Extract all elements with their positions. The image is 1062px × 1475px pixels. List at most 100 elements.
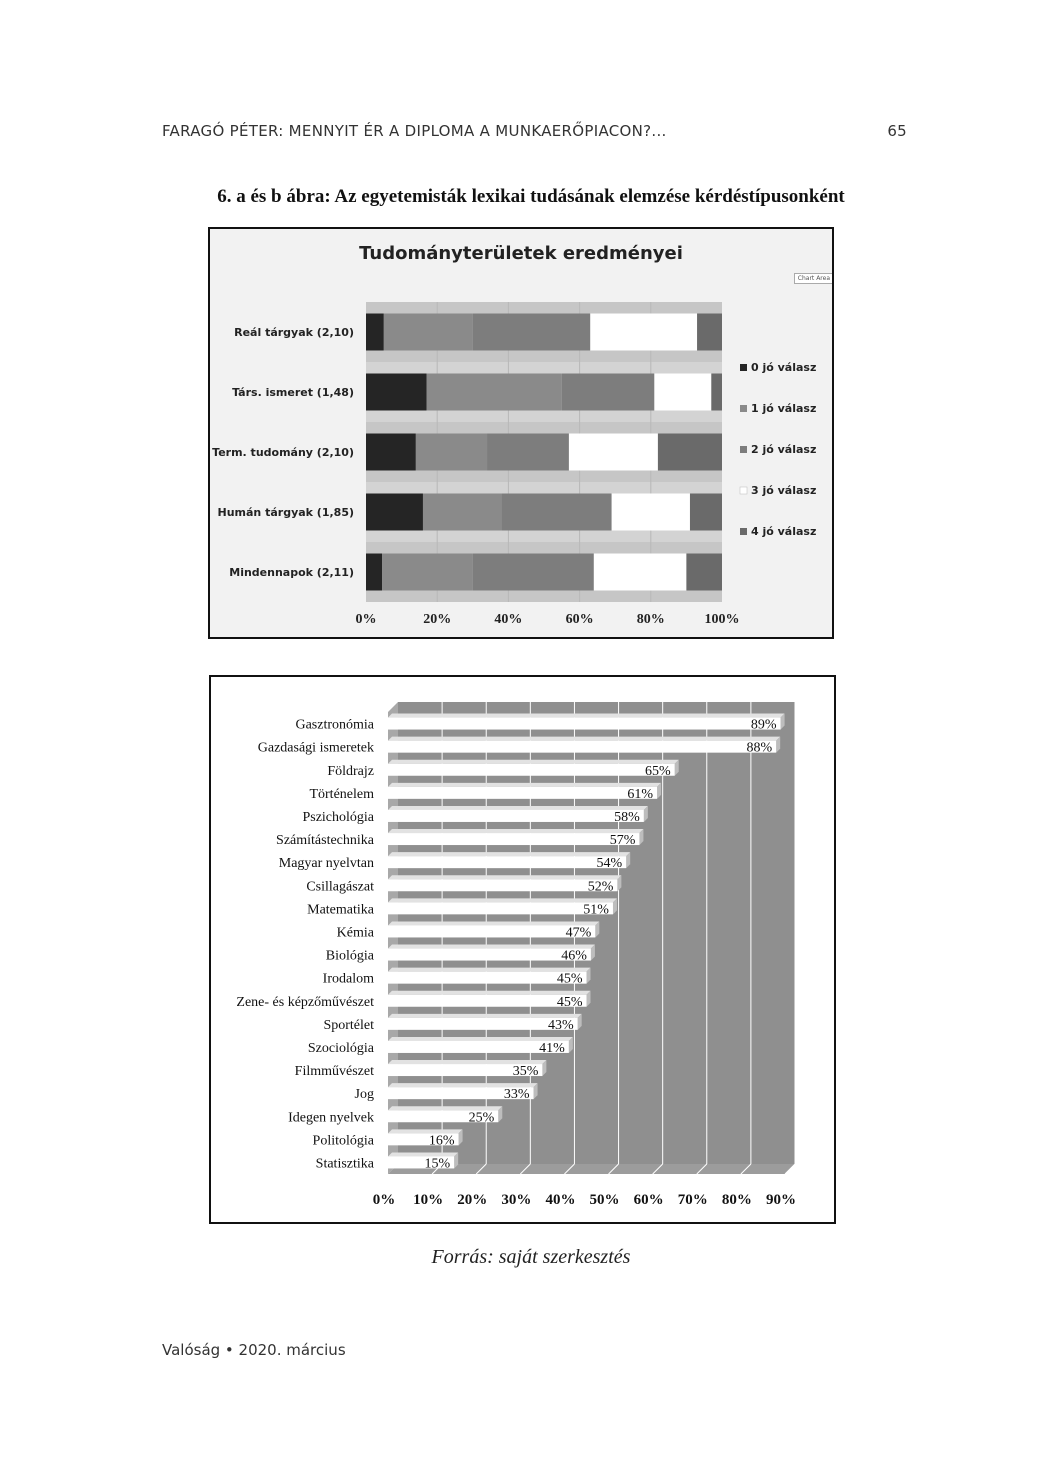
chart-b-bar (388, 1087, 534, 1100)
chart-b-tick-label: 70% (678, 1192, 708, 1208)
chart-b-bar-side (780, 713, 785, 730)
chart-b-bar-top (388, 759, 679, 764)
chart-b-bar (388, 1110, 499, 1123)
chart-b-category-label: Jog (355, 1087, 374, 1102)
chart-a-bar-segment (422, 493, 502, 531)
chart-b-bar-side (657, 782, 662, 799)
chart-a-legend-label: 3 jó válasz (751, 484, 816, 497)
chart-a-category-label: Társ. ismeret (1,48) (232, 386, 354, 399)
running-title: FARAGÓ PÉTER: MENNYIT ÉR A DIPLOMA A MUN… (162, 122, 667, 140)
chart-b-category-label: Biológia (326, 949, 375, 964)
chart-a-bar-segment (561, 373, 655, 411)
chart-b-tick-label: 50% (590, 1192, 620, 1208)
chart-b-value-label: 47% (566, 925, 592, 940)
chart-b-value-label: 65% (645, 764, 671, 779)
chart-b-bar (388, 786, 658, 799)
chart-a-tick-label: 40% (494, 612, 522, 627)
chart-b-value-label: 88% (747, 741, 773, 756)
chart-b-value-label: 43% (548, 1018, 574, 1033)
chart-b-category-label: Gazdasági ismeretek (258, 741, 374, 756)
chart-a-bar-segment (472, 313, 591, 351)
chart-a-legend-swatch (740, 364, 747, 371)
chart-b-category-label: Történelem (309, 787, 374, 802)
chart-b-value-label: 45% (557, 972, 583, 987)
chart-b-gridline (519, 1163, 531, 1175)
chart-a-frame: Tudományterületek eredményei Chart Area … (208, 227, 834, 639)
chart-a-tick-label: 60% (566, 612, 594, 627)
chart-b-category-label: Számítástechnika (276, 833, 375, 848)
chart-a-bar-segment (366, 553, 383, 591)
chart-b-category-label: Sportélet (323, 1018, 374, 1033)
chart-b-gridline (652, 1163, 664, 1175)
chart-a-bar-segment (686, 553, 722, 591)
chart-a-tick-label: 0% (356, 612, 377, 627)
chart-b-bar-side (533, 1083, 538, 1100)
page-footer: Valóság • 2020. március (162, 1341, 346, 1359)
chart-b-bar-top (388, 898, 617, 903)
chart-b-bar (388, 856, 627, 869)
chart-b-value-label: 51% (583, 902, 609, 917)
chart-b-bar-top (388, 782, 662, 787)
chart-a-bar-segment (366, 373, 427, 411)
chart-b-bar (388, 740, 777, 753)
chart-b-bar-top (388, 990, 591, 995)
chart-a-bar-segment (568, 433, 658, 471)
chart-b-bar (388, 1017, 578, 1030)
chart-b-category-label: Filmművészet (295, 1064, 374, 1079)
chart-a-bar-segment (415, 433, 488, 471)
chart-b-bar-side (639, 829, 644, 846)
chart-b-tick-label: 90% (766, 1192, 796, 1208)
chart-b-value-label: 46% (561, 949, 587, 964)
chart-b-value-label: 61% (627, 787, 653, 802)
chart-b-bar-top (388, 736, 781, 741)
chart-b-value-label: 57% (610, 833, 636, 848)
chart-b-bar-top (388, 1083, 538, 1088)
chart-b-bar (388, 948, 591, 961)
chart-b-tick-label: 20% (457, 1192, 487, 1208)
chart-a-tick-label: 20% (423, 612, 451, 627)
chart-b-gridline (564, 1163, 575, 1175)
chart-b-bar (388, 879, 618, 892)
chart-area-tooltip: Chart Area (793, 273, 832, 284)
chart-a-bar-segment (366, 313, 384, 351)
chart-b-bar-top (388, 967, 591, 972)
chart-b-bar (388, 1040, 569, 1053)
chart-b-bar-top (388, 1013, 582, 1018)
chart-a-bar-segment (366, 493, 423, 531)
chart-a-category-label: Reál tárgyak (2,10) (234, 326, 354, 339)
chart-b-bar (388, 833, 640, 846)
chart-b-bar-side (586, 990, 591, 1007)
chart-a-bar-segment (472, 553, 594, 591)
chart-b-bar-top (388, 829, 644, 834)
chart-b-bar-top (388, 1106, 503, 1111)
chart-b-bar-top (388, 713, 785, 718)
chart-b-bar (388, 925, 596, 938)
chart-b-value-label: 58% (614, 810, 640, 825)
chart-b-bar-side (586, 967, 591, 984)
chart-b-value-label: 35% (513, 1064, 539, 1079)
chart-b-bar-top (388, 805, 648, 810)
chart-b-bar-side (454, 1152, 459, 1169)
chart-a-bar-segment (689, 493, 722, 531)
chart-b-bar-side (617, 875, 622, 892)
chart-a-bar-segment (383, 313, 473, 351)
chart-b-bar-top (388, 1129, 463, 1134)
chart-b-tick-label: 60% (634, 1192, 664, 1208)
chart-b-gridline (784, 1163, 796, 1175)
chart-b-bar-top (388, 944, 595, 949)
chart-b-tick-label: 80% (722, 1192, 752, 1208)
chart-b-bar (388, 809, 644, 822)
chart-b-category-label: Gasztronómia (295, 718, 374, 733)
chart-b-bar (388, 1064, 543, 1077)
chart-b-bar-side (776, 736, 781, 753)
chart-b-value-label: 25% (469, 1110, 495, 1125)
chart-a-category-label: Mindennapok (2,11) (229, 566, 354, 579)
chart-b-plot: 89% Gasztronómia 88% Gazdasági ismeretek 65%… (236, 702, 796, 1208)
chart-b-category-label: Csillagászat (306, 879, 374, 894)
chart-a-bar-segment (487, 433, 569, 471)
chart-b-gridline (608, 1163, 619, 1175)
chart-a-legend-swatch (739, 486, 748, 495)
chart-b-value-label: 45% (557, 995, 583, 1010)
chart-a-bar-segment (382, 553, 473, 591)
chart-b-bar-side (595, 921, 600, 938)
